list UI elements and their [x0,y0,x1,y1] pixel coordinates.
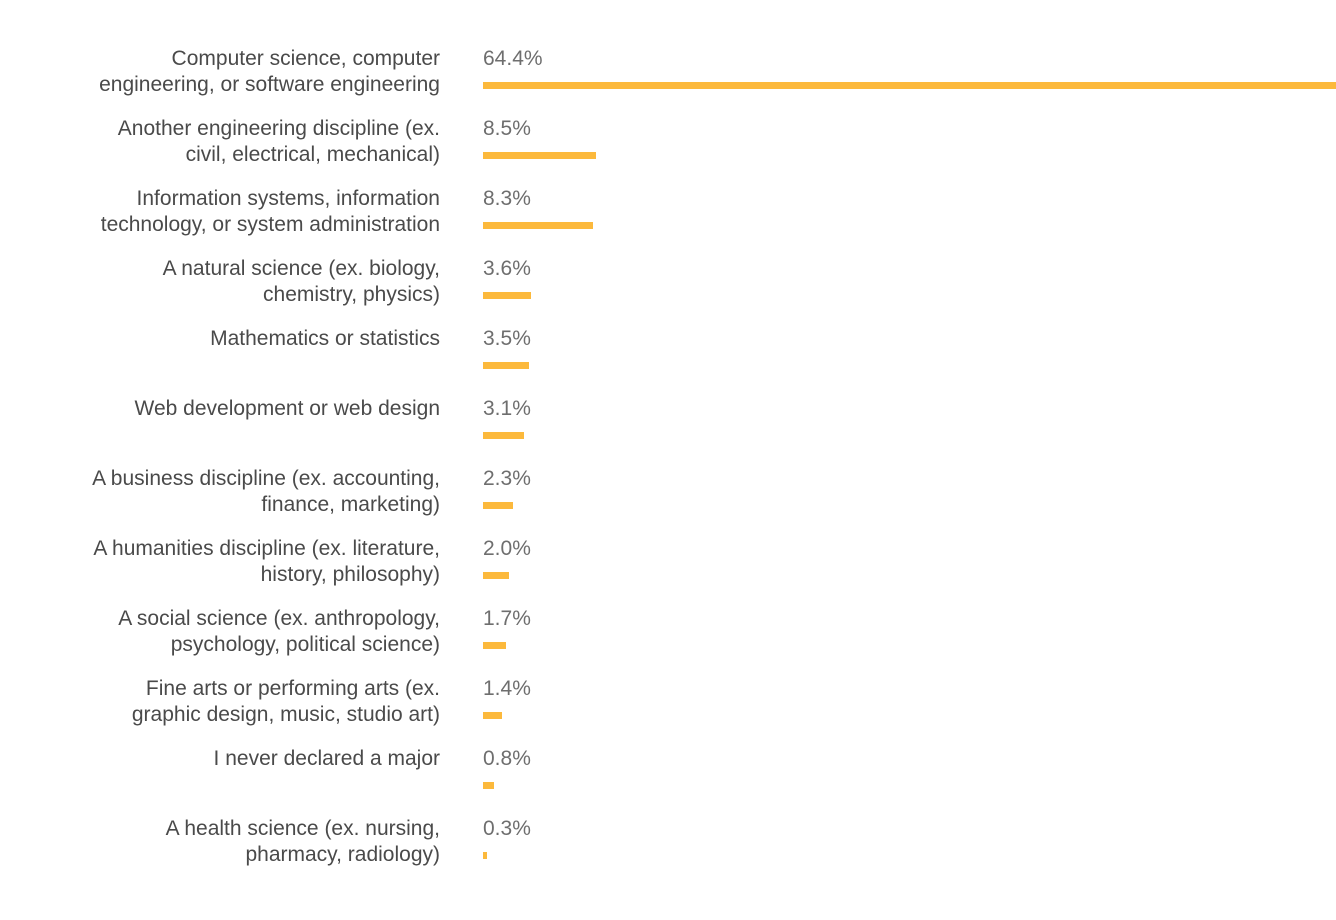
category-label: Another engineering discipline (ex. civi… [117,117,440,166]
value-column: 1.4% [483,676,1336,719]
bar [483,432,525,439]
bar-track [483,572,1336,579]
value-label: 0.8% [483,747,531,770]
chart-row: A natural science (ex. biology, chemistr… [0,256,1336,326]
value-column: 2.0% [483,536,1336,579]
category-label: A humanities discipline (ex. literature,… [93,537,440,586]
bar [483,362,530,369]
value-label: 64.4% [483,47,543,70]
category-label: Information systems, information technol… [100,187,440,236]
bar [483,82,1336,89]
bar-track [483,432,1336,439]
bar [483,292,531,299]
bar-track [483,82,1336,89]
bar [483,572,510,579]
bar-chart-rows: Computer science, computer engineering, … [0,46,1336,886]
category-label: I never declared a major [213,747,440,770]
bar [483,852,487,859]
value-column: 0.3% [483,816,1336,859]
bar [483,642,506,649]
value-column: 64.4% [483,46,1336,89]
value-column: 3.1% [483,396,1336,439]
category-label: A natural science (ex. biology, chemistr… [162,257,440,306]
bar-track [483,292,1336,299]
value-column: 2.3% [483,466,1336,509]
chart-row: Fine arts or performing arts (ex. graphi… [0,676,1336,746]
value-label: 3.1% [483,397,531,420]
chart-row: A health science (ex. nursing, pharmacy,… [0,816,1336,886]
chart-row: I never declared a major 0.8% [0,746,1336,816]
value-column: 0.8% [483,746,1336,789]
value-label: 8.5% [483,117,531,140]
value-column: 3.5% [483,326,1336,369]
chart-row: Web development or web design 3.1% [0,396,1336,466]
category-label: A health science (ex. nursing, pharmacy,… [165,817,440,866]
bar-track [483,152,1336,159]
category-label: Web development or web design [134,397,440,420]
chart-row: Information systems, information technol… [0,186,1336,256]
category-label: A social science (ex. anthropology, psyc… [118,607,440,656]
value-label: 8.3% [483,187,531,210]
bar-track [483,782,1336,789]
value-column: 8.5% [483,116,1336,159]
category-label: Mathematics or statistics [210,327,440,350]
bar [483,782,494,789]
value-label: 0.3% [483,817,531,840]
chart-row: Another engineering discipline (ex. civi… [0,116,1336,186]
value-column: 1.7% [483,606,1336,649]
value-column: 8.3% [483,186,1336,229]
chart-row: Computer science, computer engineering, … [0,46,1336,116]
bar-track [483,642,1336,649]
bar-track [483,852,1336,859]
category-label: Computer science, computer engineering, … [99,47,440,96]
bar [483,712,502,719]
value-label: 3.6% [483,257,531,280]
value-label: 3.5% [483,327,531,350]
category-label: A business discipline (ex. accounting, f… [92,467,440,516]
chart-row: A humanities discipline (ex. literature,… [0,536,1336,606]
bar-track [483,362,1336,369]
chart-row: A business discipline (ex. accounting, f… [0,466,1336,536]
value-label: 1.4% [483,677,531,700]
chart-row: Mathematics or statistics 3.5% [0,326,1336,396]
category-label: Fine arts or performing arts (ex. graphi… [131,677,440,726]
bar-track [483,712,1336,719]
value-label: 1.7% [483,607,531,630]
bar [483,502,514,509]
value-column: 3.6% [483,256,1336,299]
bar-track [483,222,1336,229]
value-label: 2.0% [483,537,531,560]
chart-row: A social science (ex. anthropology, psyc… [0,606,1336,676]
bar [483,222,593,229]
bar [483,152,596,159]
bar-track [483,502,1336,509]
value-label: 2.3% [483,467,531,490]
